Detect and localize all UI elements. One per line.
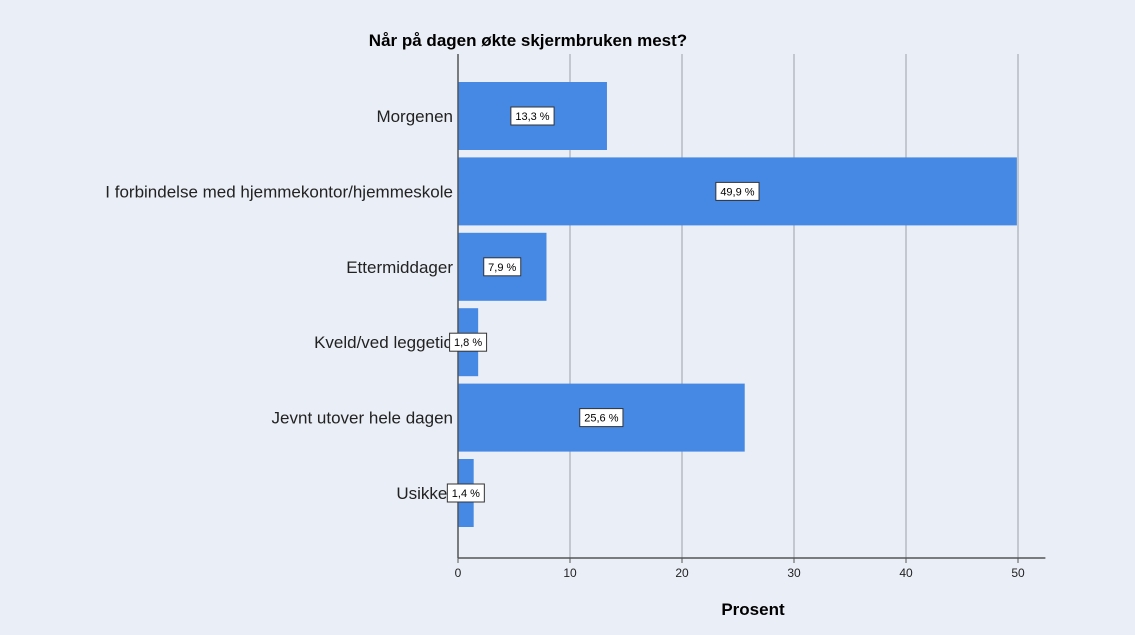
category-label: Ettermiddager bbox=[346, 258, 453, 277]
data-label-box bbox=[449, 332, 488, 352]
category-label: Morgenen bbox=[376, 107, 453, 126]
x-tick-label: 50 bbox=[1011, 566, 1025, 580]
data-label-box bbox=[715, 181, 760, 201]
data-label-box bbox=[483, 257, 522, 277]
x-tick-label: 10 bbox=[563, 566, 577, 580]
data-label: 7,9 % bbox=[488, 262, 516, 274]
data-label: 49,9 % bbox=[720, 186, 754, 198]
category-label: Usikker bbox=[396, 484, 453, 503]
category-label: Jevnt utover hele dagen bbox=[272, 409, 453, 428]
data-label-box bbox=[446, 483, 485, 503]
category-label: I forbindelse med hjemmekontor/hjemmesko… bbox=[105, 182, 453, 201]
x-tick-label: 0 bbox=[455, 566, 462, 580]
data-label: 25,6 % bbox=[584, 413, 618, 425]
data-label: 13,3 % bbox=[515, 111, 549, 123]
data-label-box bbox=[510, 106, 555, 126]
x-tick-label: 20 bbox=[675, 566, 689, 580]
data-label: 1,8 % bbox=[454, 337, 482, 349]
x-tick-label: 30 bbox=[787, 566, 801, 580]
data-label: 1,4 % bbox=[452, 488, 480, 500]
x-axis-label: Prosent bbox=[721, 600, 785, 619]
chart-title: Når på dagen økte skjermbruken mest? bbox=[369, 31, 687, 50]
data-label-box bbox=[579, 408, 624, 428]
x-tick-label: 40 bbox=[899, 566, 913, 580]
category-label: Kveld/ved leggetid bbox=[314, 333, 453, 352]
